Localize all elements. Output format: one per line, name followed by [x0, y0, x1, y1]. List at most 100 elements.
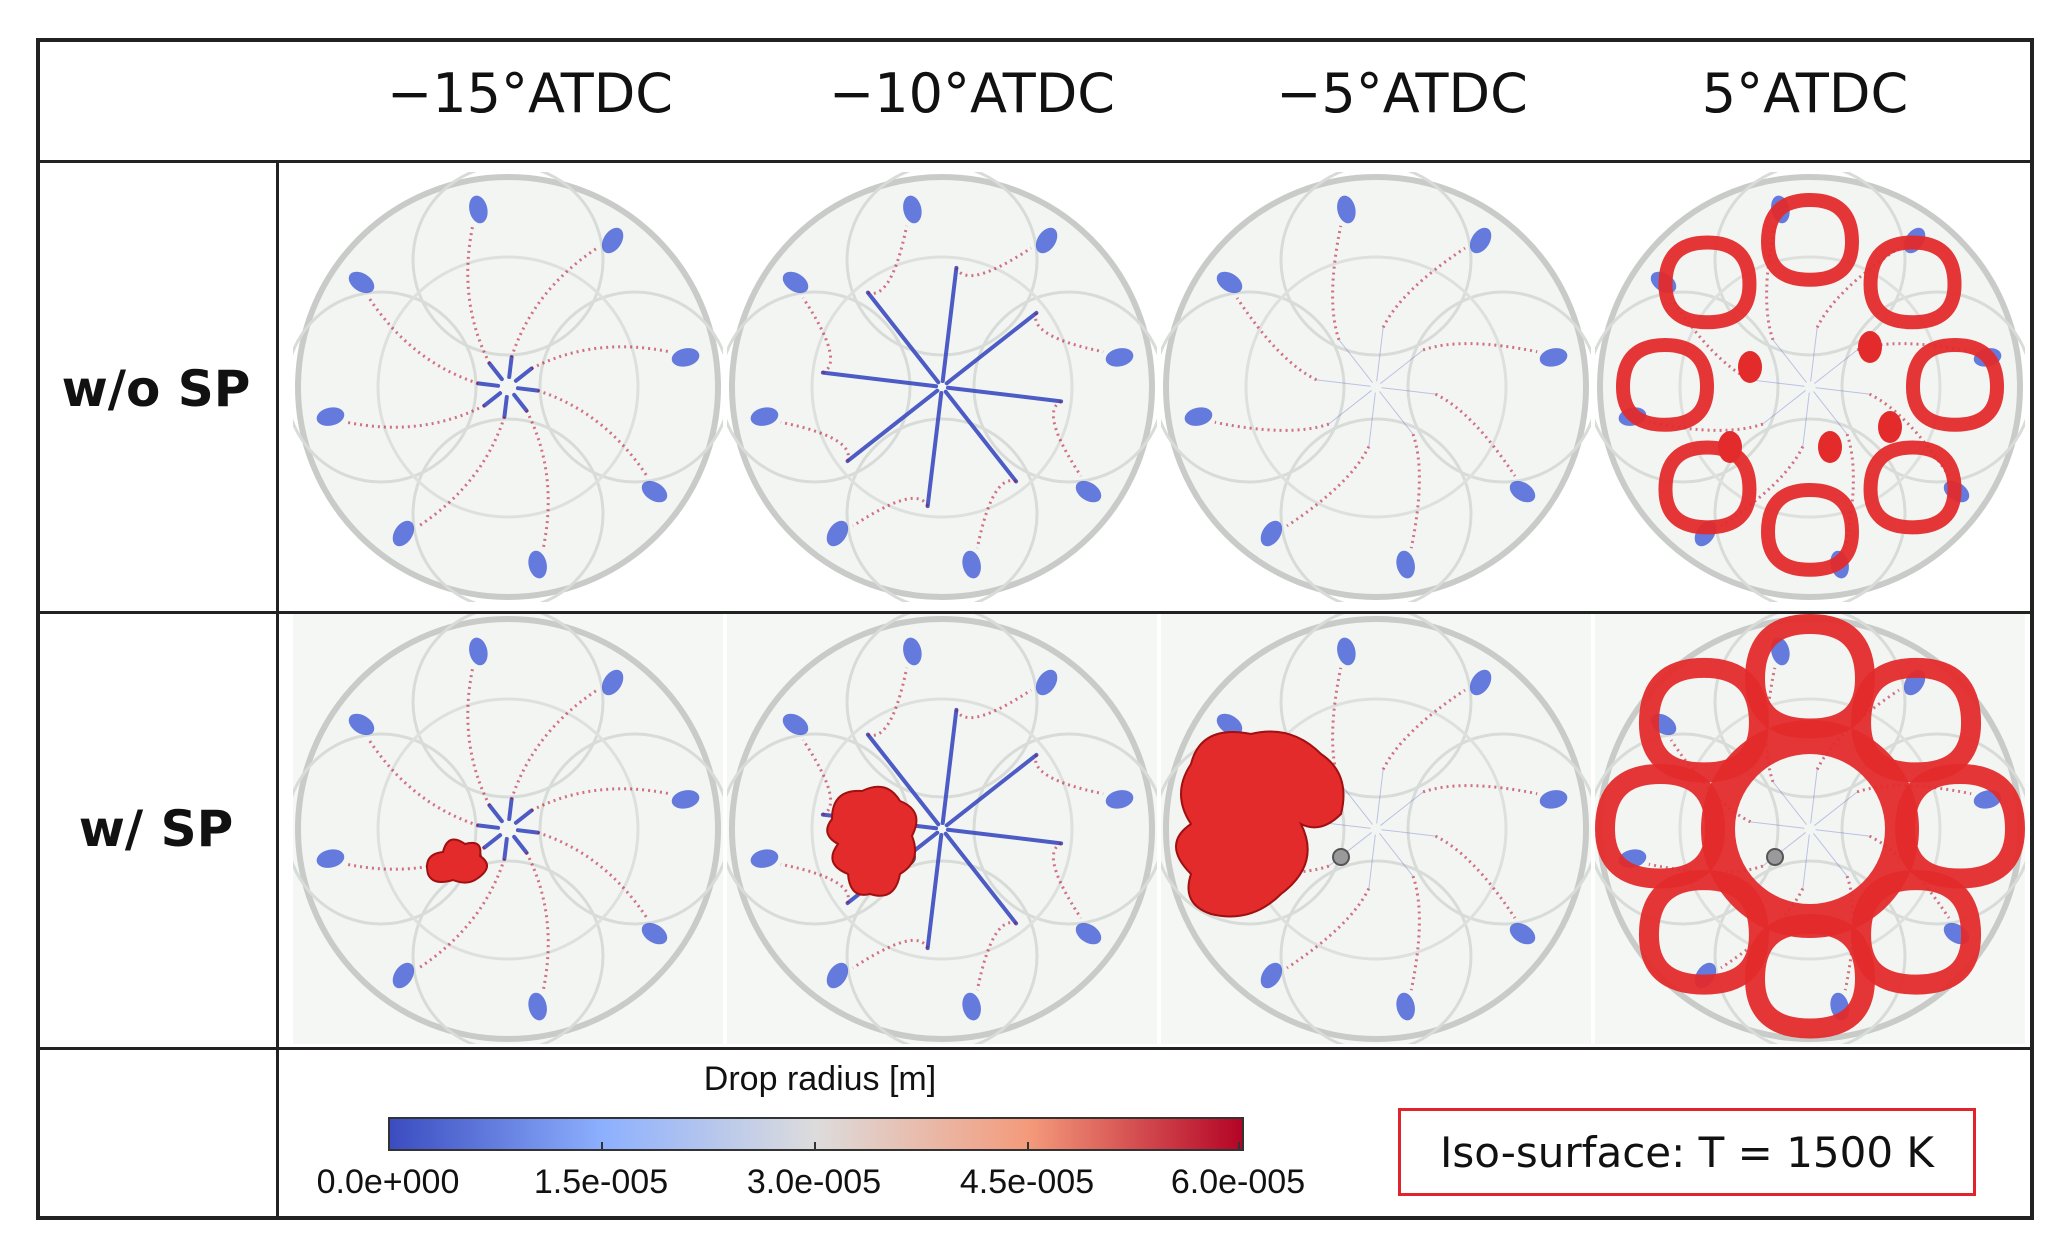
- spray-core: [515, 386, 540, 393]
- iso-surface-legend: Iso-surface: T = 1500 K: [1398, 1108, 1976, 1196]
- colorbar-tick: [601, 1142, 603, 1150]
- valve-outline: [1595, 290, 1780, 484]
- cylinder-wall: [1163, 174, 1589, 600]
- panel-w-sp-m15: [293, 614, 723, 1044]
- wall-droplets: [1469, 669, 1492, 696]
- bowl-outline: [810, 697, 1074, 961]
- spray-core: [1381, 387, 1437, 395]
- valve-outline: [727, 290, 912, 484]
- panel-wo-sp-m15: [293, 172, 723, 602]
- iso-surface-label: Iso-surface: T = 1500 K: [1440, 1127, 1934, 1177]
- wall-droplets: [528, 550, 547, 579]
- colorbar-tick: [1238, 1142, 1240, 1150]
- spray-trail: [1235, 297, 1318, 382]
- spray-core: [1376, 768, 1384, 824]
- spark-plug-icon: [1332, 848, 1350, 866]
- spray-core: [820, 370, 939, 389]
- spray-core: [1813, 833, 1848, 877]
- colorbar: [388, 1117, 1244, 1151]
- valve-outline: [538, 732, 723, 926]
- wall-droplets: [1035, 227, 1058, 254]
- spray-trail: [1409, 433, 1421, 549]
- label-column-divider: [276, 160, 279, 1220]
- spray-core: [513, 808, 534, 825]
- valve-outline: [1595, 732, 1780, 926]
- spray-core: [1815, 387, 1871, 395]
- spray-core: [1380, 791, 1424, 826]
- spray-core: [940, 265, 959, 384]
- spray-trail: [1409, 875, 1421, 991]
- colorbar-tick-label: 4.5e-005: [959, 1163, 1095, 1201]
- flame-pocket: [1818, 431, 1842, 463]
- spray-core: [1376, 326, 1384, 382]
- spray-core: [945, 827, 1064, 846]
- flame-pocket: [1718, 431, 1742, 463]
- panel-w-sp-m10: [727, 614, 1157, 1044]
- spray-core: [943, 389, 1019, 484]
- spray-trail: [1765, 225, 1777, 341]
- wall-droplets: [1035, 669, 1058, 696]
- cylinder-wall: [729, 174, 1155, 600]
- wall-droplets: [1539, 790, 1568, 809]
- wall-droplets: [469, 195, 488, 224]
- valve-outline: [845, 417, 1039, 602]
- flame-pocket: [1878, 411, 1902, 443]
- spray-core: [482, 391, 503, 408]
- bowl-outline: [1678, 697, 1942, 961]
- wall-droplets: [1509, 922, 1536, 945]
- cylinder-wall: [295, 174, 721, 600]
- panel-wo-sp-m5: [1161, 172, 1591, 602]
- spray-trail: [1434, 834, 1517, 919]
- wall-droplets: [1539, 348, 1568, 367]
- spray-core: [1328, 390, 1372, 425]
- panel-w-sp-m5: [1161, 614, 1591, 1044]
- spray-core: [865, 290, 941, 385]
- colorbar-tick-label: 1.5e-005: [533, 1163, 669, 1201]
- valve-outline: [1713, 859, 1907, 1044]
- valve-outline: [1279, 417, 1473, 602]
- wall-droplets: [641, 480, 668, 503]
- wall-droplets: [782, 271, 809, 294]
- spray-core: [1813, 391, 1848, 435]
- cylinder-view: [293, 172, 723, 602]
- spray-core: [476, 381, 501, 388]
- spray-trail: [1381, 688, 1466, 771]
- flame-iso-surface: [1658, 235, 1757, 330]
- spray-trail: [1214, 420, 1330, 432]
- flame-iso-surface: [1863, 235, 1962, 330]
- flame-iso-surface: [1615, 337, 1715, 432]
- flame-iso-ring: [1701, 720, 1919, 938]
- spray-trail: [1286, 887, 1371, 970]
- spray-trail: [1843, 433, 1855, 549]
- colorbar-tick: [814, 1142, 816, 1150]
- spray-core: [1338, 339, 1373, 383]
- spray-core: [1379, 833, 1414, 877]
- valve-outline: [411, 859, 605, 1044]
- bowl-outline: [1244, 255, 1508, 519]
- wall-droplets: [1075, 480, 1102, 503]
- wall-droplets: [1509, 480, 1536, 503]
- wall-droplets: [826, 520, 849, 547]
- wall-droplets: [601, 227, 624, 254]
- header-divider: [36, 160, 2034, 163]
- spray-core: [476, 823, 501, 830]
- wall-droplets: [1260, 962, 1283, 989]
- spray-core: [1810, 768, 1818, 824]
- spray-trail: [1856, 342, 1972, 354]
- wall-droplets: [1337, 195, 1356, 224]
- spray-core: [1381, 829, 1437, 837]
- valve-outline: [538, 290, 723, 484]
- flame-iso-surface: [1760, 192, 1860, 287]
- figure-frame: [36, 38, 2034, 1220]
- wall-droplets: [1216, 271, 1243, 294]
- cylinder-wall: [729, 616, 1155, 1042]
- wall-droplets: [1184, 407, 1213, 426]
- cylinder-view: [727, 614, 1157, 1044]
- spray-core: [1772, 339, 1807, 383]
- wall-droplets: [962, 550, 981, 579]
- valve-outline: [1279, 614, 1473, 799]
- valve-outline: [972, 732, 1157, 926]
- flame-kernel: [826, 785, 918, 897]
- spray-trail: [1720, 445, 1805, 528]
- spray-core: [1810, 326, 1818, 382]
